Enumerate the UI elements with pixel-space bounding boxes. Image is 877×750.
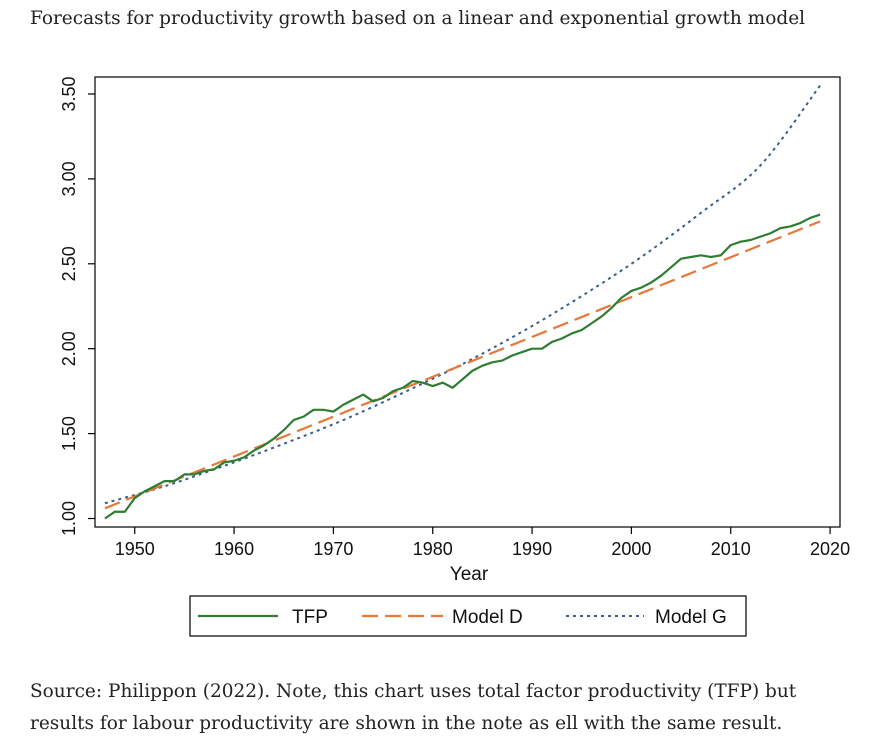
- y-tick-label: 3.50: [59, 76, 79, 111]
- caption-line-2: results for labour productivity are show…: [30, 713, 783, 734]
- legend-label-model-d: Model D: [452, 607, 523, 628]
- x-tick-label: 2010: [711, 539, 751, 559]
- legend: TFP Model D Model G: [189, 595, 747, 637]
- plot-border: [94, 76, 841, 528]
- x-tick-label: 1950: [115, 539, 155, 559]
- source-caption: Source: Philippon (2022). Note, this cha…: [30, 676, 850, 740]
- model-g-series-line: [104, 84, 821, 505]
- legend-label-model-g: Model G: [655, 607, 727, 628]
- x-tick-label: 2020: [810, 539, 850, 559]
- x-tick-label: 1970: [313, 539, 353, 559]
- y-tick-label: 2.00: [59, 331, 79, 366]
- y-tick-label: 2.50: [59, 246, 79, 281]
- productivity-chart: 1950 1960 1970 1980 1990 2000 2010 2020 1.00 1.50…: [59, 76, 850, 637]
- x-tick-label: 1980: [413, 539, 453, 559]
- page-title: Forecasts for productivity growth based …: [30, 8, 806, 29]
- tfp-series-line: [104, 213, 821, 520]
- x-tick-label: 2000: [611, 539, 651, 559]
- caption-line-1: Source: Philippon (2022). Note, this cha…: [30, 681, 797, 702]
- plot-area: [94, 76, 841, 528]
- x-axis-title: Year: [450, 564, 489, 585]
- y-tick-label: 3.00: [59, 161, 79, 196]
- x-tick-label: 1960: [214, 539, 254, 559]
- axes: 1950 1960 1970 1980 1990 2000 2010 2020 1.00 1.50…: [59, 76, 850, 559]
- x-tick-label: 1990: [512, 539, 552, 559]
- series-layer: [104, 84, 821, 520]
- legend-label-tfp: TFP: [292, 607, 328, 628]
- y-tick-label: 1.50: [59, 416, 79, 451]
- model-d-series-line: [104, 220, 821, 510]
- y-tick-label: 1.00: [59, 501, 79, 536]
- legend-box: [189, 595, 747, 637]
